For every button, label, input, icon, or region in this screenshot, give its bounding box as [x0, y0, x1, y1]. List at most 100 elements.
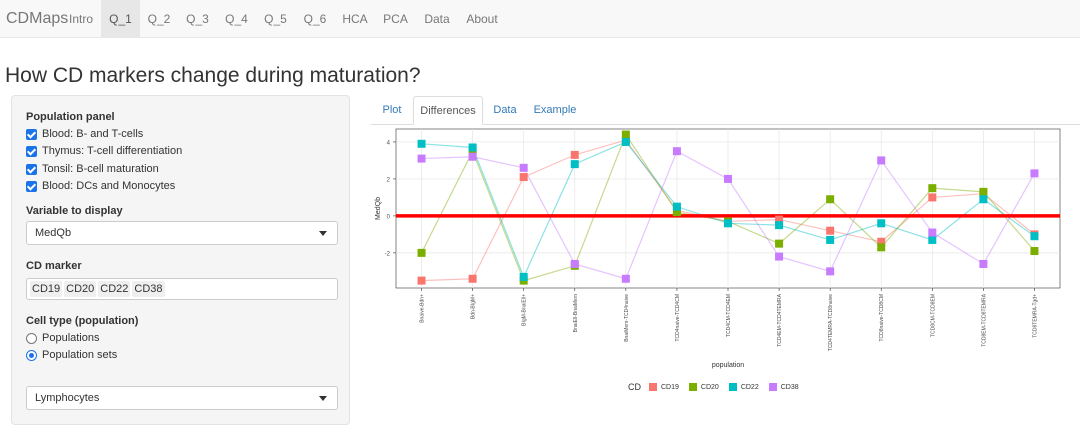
- x-tick-label: TCD4TEMRA-TCD8naive: [828, 294, 834, 351]
- nav-data[interactable]: Data: [424, 12, 450, 26]
- cell-type-label: Cell type (population): [26, 315, 139, 327]
- radio-unchecked-icon[interactable]: [26, 332, 37, 344]
- checkbox-tonsil[interactable]: Tonsil: B-cell maturation: [26, 163, 159, 175]
- data-point-cd20: [417, 248, 426, 257]
- data-point-cd22: [775, 221, 784, 230]
- variable-select[interactable]: MedQb: [26, 221, 338, 245]
- nav-hca[interactable]: HCA: [342, 12, 368, 26]
- legend-item-cd22: CD22: [728, 383, 759, 391]
- app-brand[interactable]: CDMaps: [6, 10, 69, 27]
- legend-title: CD: [628, 382, 641, 392]
- x-tick-label: TCD8CM-TCD8EM: [930, 294, 936, 337]
- cd-marker-tag[interactable]: CD22: [98, 281, 131, 297]
- data-point-cd22: [519, 272, 528, 281]
- data-point-cd22: [570, 160, 579, 169]
- checkbox-checked-icon[interactable]: [26, 128, 37, 140]
- data-point-cd19: [570, 150, 579, 159]
- data-point-cd22: [672, 202, 681, 211]
- legend-swatch: [688, 383, 697, 391]
- x-tick-label: Bnaive-Bdn+: [420, 294, 426, 323]
- data-point-cd38: [519, 163, 528, 172]
- cd-marker-tag[interactable]: CD20: [64, 281, 97, 297]
- data-point-cd38: [826, 267, 835, 276]
- navbar: CDMaps Intro Q_1 Q_2 Q_3 Q_4 Q_5 Q_6 HCA…: [0, 0, 1080, 38]
- chevron-down-icon: [319, 231, 327, 236]
- checkbox-thymus[interactable]: Thymus: T-cell differentiation: [26, 145, 182, 157]
- legend-label: CD20: [700, 383, 719, 391]
- x-tick-label: Bdn-BIgM+: [471, 294, 477, 319]
- legend-item-cd19: CD19: [649, 383, 679, 391]
- y-tick-label: 0: [387, 214, 391, 220]
- nav-q4[interactable]: Q_4: [225, 12, 248, 26]
- y-tick-label: 2: [387, 177, 391, 183]
- tab-data[interactable]: Data: [493, 104, 517, 116]
- x-tick-label: TCD4naive-TCD4CM: [675, 294, 681, 342]
- checkbox-label: Blood: B- and T-cells: [42, 128, 144, 140]
- x-tick-label: TCD8TEMRA-Tgd+: [1032, 294, 1038, 338]
- data-point-cd38: [775, 252, 784, 261]
- nav-about[interactable]: About: [466, 12, 498, 26]
- x-axis-label: population: [712, 362, 744, 369]
- data-point-cd19: [417, 276, 426, 285]
- x-tick-label: TCD8naive-TCD8CM: [879, 294, 885, 342]
- data-point-cd22: [1030, 232, 1039, 241]
- checkbox-checked-icon[interactable]: [26, 145, 37, 157]
- data-point-cd20: [979, 187, 988, 196]
- data-point-cd19: [877, 237, 886, 246]
- data-point-cd19: [928, 193, 937, 202]
- x-tick-label: TCD4CM-TCD4EM: [726, 294, 732, 337]
- tab-plot[interactable]: Plot: [382, 104, 402, 116]
- data-point-cd38: [468, 152, 477, 161]
- data-point-cd20: [928, 184, 937, 193]
- y-tick-label: -2: [385, 251, 391, 257]
- checkbox-label: Thymus: T-cell differentiation: [42, 145, 183, 157]
- x-tick-label: BIgM-BnaiEll+: [522, 294, 528, 326]
- x-tick-label: BnaiMem-TCD4naive: [624, 294, 630, 342]
- legend-label: CD19: [661, 383, 679, 391]
- nav-q6[interactable]: Q_6: [303, 12, 327, 26]
- nav-q5[interactable]: Q_5: [264, 12, 287, 26]
- checkbox-blood-b-t[interactable]: Blood: B- and T-cells: [26, 128, 143, 140]
- nav-pca[interactable]: PCA: [383, 12, 408, 26]
- checkbox-label: Blood: DCs and Monocytes: [42, 180, 176, 192]
- data-point-cd38: [724, 174, 732, 183]
- nav-intro[interactable]: Intro: [68, 12, 93, 26]
- nav-q3[interactable]: Q_3: [186, 12, 209, 26]
- data-point-cd38: [570, 259, 579, 268]
- variable-label: Variable to display: [26, 205, 123, 217]
- data-point-cd22: [621, 137, 630, 146]
- data-point-cd38: [621, 274, 630, 283]
- data-point-cd22: [877, 219, 886, 228]
- checkbox-blood-dc[interactable]: Blood: DCs and Monocytes: [26, 180, 175, 192]
- data-point-cd22: [826, 235, 835, 244]
- radio-population-sets[interactable]: Population sets: [26, 349, 117, 361]
- population-set-value: Lymphocytes: [35, 392, 100, 404]
- cd-marker-tag[interactable]: CD38: [132, 281, 165, 297]
- checkbox-checked-icon[interactable]: [26, 163, 37, 175]
- data-point-cd22: [979, 195, 988, 204]
- nav-q2[interactable]: Q_2: [147, 12, 171, 26]
- legend-swatch: [768, 383, 777, 391]
- data-point-cd38: [877, 156, 886, 165]
- legend-label: CD38: [780, 383, 799, 391]
- data-point-cd20: [1030, 247, 1039, 256]
- checkbox-checked-icon[interactable]: [26, 180, 37, 192]
- data-point-cd20: [826, 195, 835, 204]
- tab-example[interactable]: Example: [533, 104, 577, 116]
- population-set-select[interactable]: Lymphocytes: [26, 386, 338, 410]
- radio-populations[interactable]: Populations: [26, 332, 100, 344]
- chevron-down-icon: [319, 396, 327, 401]
- cd-marker-label: CD marker: [26, 260, 82, 272]
- data-point-cd19: [826, 226, 835, 235]
- legend-item-cd38: CD38: [768, 383, 799, 391]
- chart-legend: CD CD19 CD20 CD22 CD38: [628, 381, 809, 393]
- tab-differences[interactable]: Differences: [413, 96, 483, 125]
- data-point-cd38: [672, 147, 681, 156]
- cd-marker-input[interactable]: CD19 CD20 CD22 CD38: [26, 278, 338, 300]
- legend-item-cd20: CD20: [688, 383, 719, 391]
- data-point-cd20: [775, 239, 784, 248]
- radio-checked-icon[interactable]: [26, 349, 37, 361]
- y-tick-label: 4: [387, 140, 391, 146]
- nav-q1[interactable]: Q_1: [101, 0, 140, 38]
- cd-marker-tag[interactable]: CD19: [30, 281, 63, 297]
